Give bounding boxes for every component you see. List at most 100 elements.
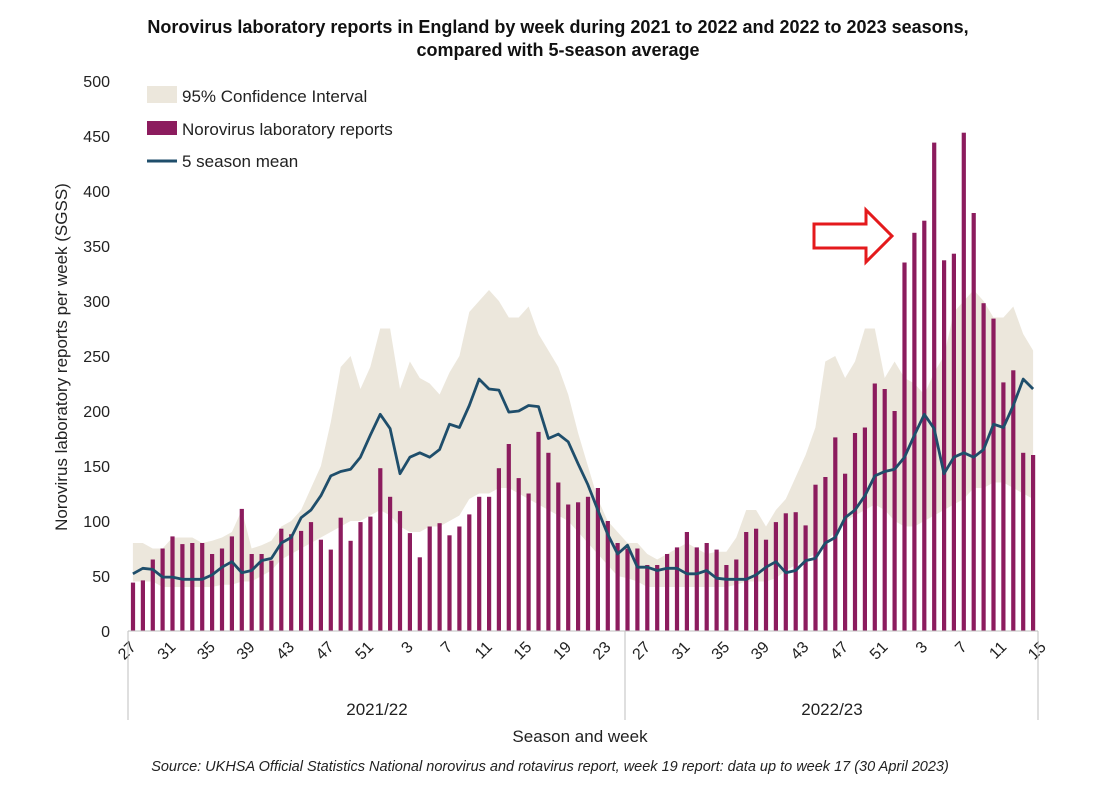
y-tick-label: 250: [83, 349, 110, 366]
confidence-interval-area: [132, 290, 1034, 587]
bar: [1021, 452, 1026, 631]
highlight-arrow: [812, 206, 895, 266]
bar: [724, 565, 729, 631]
bar: [447, 535, 452, 631]
x-tick-label: 43: [788, 639, 813, 664]
bar: [506, 444, 511, 631]
bar: [605, 521, 610, 631]
bar: [496, 468, 501, 631]
bar: [1011, 370, 1016, 631]
bar: [378, 468, 383, 631]
x-tick-label: 43: [273, 639, 298, 664]
bar: [190, 543, 195, 631]
bar: [269, 560, 274, 631]
bar: [714, 549, 719, 631]
bar: [872, 383, 877, 631]
bar: [239, 508, 244, 631]
bar: [704, 543, 709, 631]
bar: [427, 526, 432, 631]
y-tick-label: 0: [101, 624, 110, 641]
bar: [477, 496, 482, 631]
bar: [645, 565, 650, 631]
legend-swatch-ci: [147, 86, 177, 103]
y-tick-label: 500: [83, 74, 110, 91]
bar: [417, 557, 422, 631]
bar: [348, 540, 353, 631]
bar: [823, 477, 828, 631]
x-tick-label: 7: [438, 639, 456, 657]
bar: [140, 580, 145, 631]
x-tick-labels: 27 31 35 39 43 47 51 3 7 11 15 19 23 27 31 35 39 43 47 51 3 7…: [115, 639, 1050, 664]
y-tick-label: 200: [83, 404, 110, 421]
bar: [200, 543, 205, 631]
legend-label-ci: 95% Confidence Interval: [182, 87, 367, 106]
bar: [358, 522, 363, 631]
bar: [289, 534, 294, 631]
bar: [625, 548, 630, 631]
bar: [763, 539, 769, 631]
bar: [665, 554, 670, 631]
bar: [635, 548, 640, 631]
bar: [744, 532, 749, 631]
x-tick-label: 15: [511, 639, 536, 664]
bar: [556, 482, 561, 631]
bar: [902, 262, 907, 631]
y-axis-title: Norovirus laboratory reports per week (S…: [52, 183, 71, 531]
bar: [299, 530, 304, 631]
mean-line: [132, 377, 1035, 581]
x-tick-label: 27: [630, 639, 655, 664]
x-tick-label: 31: [155, 639, 180, 664]
x-tick-label: 51: [353, 639, 378, 664]
bar: [595, 488, 600, 631]
bar: [170, 536, 175, 631]
y-tick-label: 150: [83, 459, 110, 476]
bar: [259, 554, 264, 631]
y-tick-labels: 0 50 100 150 200 250 300 350 400 450 500: [83, 74, 110, 641]
bar: [407, 533, 412, 631]
bar: [991, 318, 996, 631]
bar: [694, 547, 699, 631]
bar: [892, 411, 897, 631]
bar: [971, 213, 976, 631]
x-tick-label: 47: [827, 639, 852, 664]
season-label-2021-22: 2021/22: [346, 700, 407, 719]
x-tick-label: 31: [669, 639, 694, 664]
bar: [684, 532, 689, 631]
bar: [1031, 455, 1036, 631]
x-tick-label: 23: [590, 639, 615, 664]
chart-title-line2: compared with 5-season average: [416, 40, 699, 60]
bar: [546, 452, 551, 631]
bar: [1001, 382, 1006, 631]
bar: [942, 260, 947, 631]
bar: [150, 559, 155, 631]
bar: [922, 220, 927, 631]
confidence-interval-band: [132, 290, 1034, 587]
bar: [981, 303, 986, 631]
y-tick-label: 50: [92, 569, 110, 586]
x-tick-label: 39: [748, 639, 773, 664]
bar: [210, 554, 215, 631]
bar: [932, 142, 937, 631]
x-tick-label: 35: [709, 639, 734, 664]
bar: [180, 544, 185, 631]
legend-label-bars: Norovirus laboratory reports: [182, 120, 393, 139]
bar: [576, 502, 581, 631]
x-tick-label: 11: [986, 639, 1010, 663]
bar: [655, 565, 660, 631]
bar: [160, 548, 165, 631]
y-tick-label: 400: [83, 184, 110, 201]
x-axis-title: Season and week: [512, 727, 648, 746]
x-tick-label: 3: [398, 639, 416, 657]
bar: [526, 493, 531, 631]
y-tick-label: 300: [83, 294, 110, 311]
bar: [229, 536, 234, 631]
bar: [368, 516, 373, 631]
legend-swatch-bars: [147, 121, 177, 135]
y-tick-label: 350: [83, 239, 110, 256]
bar: [674, 547, 680, 631]
bar: [961, 132, 966, 631]
bar: [536, 431, 541, 631]
bar: [852, 433, 858, 631]
x-tick-label: 51: [867, 639, 892, 664]
